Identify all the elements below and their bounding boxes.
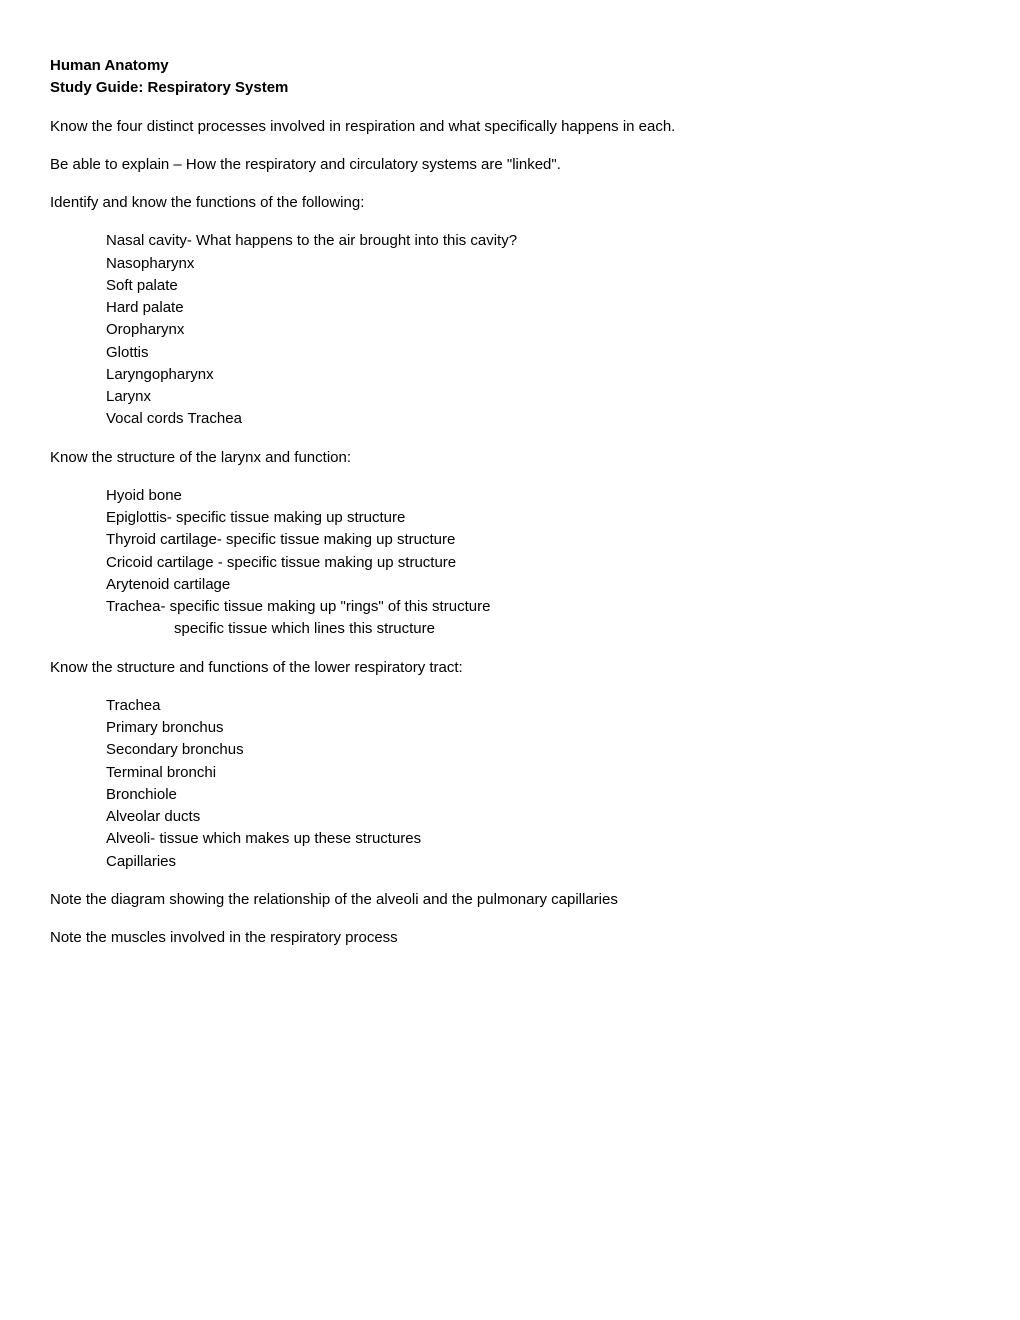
list-item: Trachea <box>106 696 970 716</box>
study-guide-title: Study Guide: Respiratory System <box>50 78 970 98</box>
document-header: Human Anatomy Study Guide: Respiratory S… <box>50 56 970 99</box>
list-item: Alveoli- tissue which makes up these str… <box>106 829 970 849</box>
course-title: Human Anatomy <box>50 56 970 76</box>
list-subitem: specific tissue which lines this structu… <box>106 619 970 639</box>
list-item: Trachea- specific tissue making up "ring… <box>106 597 970 617</box>
list-item: Hyoid bone <box>106 486 970 506</box>
footer-note-1: Note the diagram showing the relationshi… <box>50 890 970 910</box>
list-item: Terminal bronchi <box>106 763 970 783</box>
intro-paragraph-3: Identify and know the functions of the f… <box>50 193 970 213</box>
lower-respiratory-list: Trachea Primary bronchus Secondary bronc… <box>50 696 970 872</box>
list-item: Cricoid cartilage - specific tissue maki… <box>106 553 970 573</box>
footer-note-2: Note the muscles involved in the respira… <box>50 928 970 948</box>
intro-paragraph-1: Know the four distinct processes involve… <box>50 117 970 137</box>
list-item: Thyroid cartilage- specific tissue makin… <box>106 530 970 550</box>
list-item: Oropharynx <box>106 320 970 340</box>
list-item: Glottis <box>106 343 970 363</box>
list-item: Arytenoid cartilage <box>106 575 970 595</box>
list-item: Larynx <box>106 387 970 407</box>
list-item: Bronchiole <box>106 785 970 805</box>
list-item: Capillaries <box>106 852 970 872</box>
upper-respiratory-list: Nasal cavity- What happens to the air br… <box>50 231 970 429</box>
larynx-list: Hyoid bone Epiglottis- specific tissue m… <box>50 486 970 640</box>
intro-paragraph-2: Be able to explain – How the respiratory… <box>50 155 970 175</box>
list-item: Secondary bronchus <box>106 740 970 760</box>
list-item: Nasal cavity- What happens to the air br… <box>106 231 970 251</box>
list-item: Primary bronchus <box>106 718 970 738</box>
list-item: Nasopharynx <box>106 254 970 274</box>
list-item: Soft palate <box>106 276 970 296</box>
list-item: Hard palate <box>106 298 970 318</box>
larynx-section-heading: Know the structure of the larynx and fun… <box>50 448 970 468</box>
list-item: Laryngopharynx <box>106 365 970 385</box>
lower-respiratory-heading: Know the structure and functions of the … <box>50 658 970 678</box>
list-item: Epiglottis- specific tissue making up st… <box>106 508 970 528</box>
list-item: Alveolar ducts <box>106 807 970 827</box>
list-item: Vocal cords Trachea <box>106 409 970 429</box>
